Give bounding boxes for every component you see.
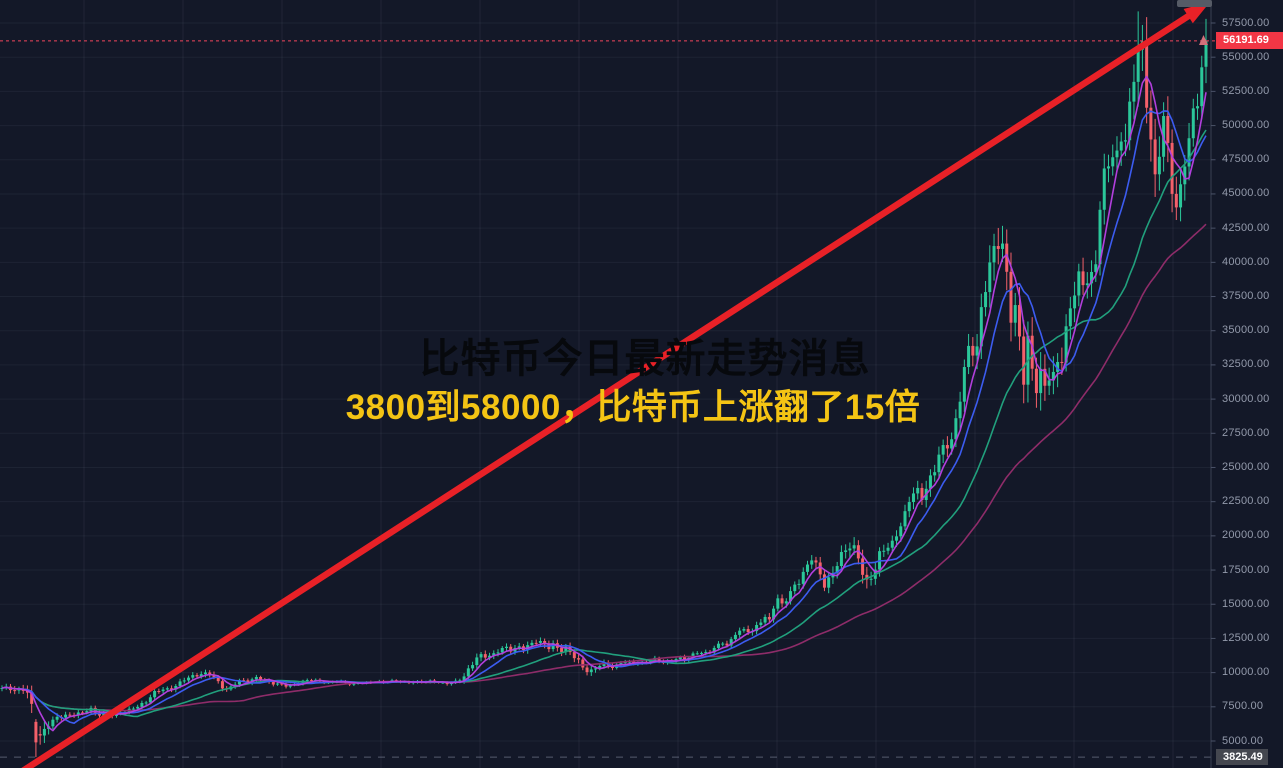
last-price-marker [1199,35,1208,45]
clipped-topright-badge [1177,0,1212,7]
y-axis-tick-label: 47500.00 [1222,153,1270,166]
y-axis-tick-label: 7500.00 [1222,700,1264,713]
last-price-label: 56191.69 [1216,32,1283,50]
y-axis-tick-label: 27500.00 [1222,426,1270,439]
ma-line-ma-slow [1,129,1207,718]
headline-subtitle: 3800到58000，比特币上涨翻了15倍 [345,388,921,427]
y-axis-tick-label: 17500.00 [1222,563,1270,576]
y-axis-tick-label: 15000.00 [1222,597,1270,610]
ma-line-ma-fast [1,75,1207,732]
y-axis-tick-label: 20000.00 [1222,529,1270,542]
headline-title: 比特币今日最新走势消息 [419,337,871,381]
y-axis-tick-label: 55000.00 [1222,50,1270,63]
y-axis-tick-label: 32500.00 [1222,358,1270,371]
y-axis-tick-label: 22500.00 [1222,495,1270,508]
y-axis-tick-label: 35000.00 [1222,324,1270,337]
ma-line-ma-xslow [1,223,1207,712]
y-axis-tick-label: 57500.00 [1222,16,1270,29]
price-axis-ticks [1210,0,1216,768]
y-axis-tick-label: 42500.00 [1222,221,1270,234]
y-axis-tick-label: 52500.00 [1222,84,1270,97]
y-axis-tick-label: 10000.00 [1222,666,1270,679]
trend-arrow [21,2,1210,768]
y-axis-tick-label: 50000.00 [1222,119,1270,132]
low-price-label: 3825.49 [1216,749,1268,766]
moving-average-lines [1,75,1207,732]
y-axis-tick-label: 25000.00 [1222,460,1270,473]
grid-lines [0,0,1211,768]
y-axis-tick-label: 45000.00 [1222,187,1270,200]
ma-line-ma-mid [1,110,1207,725]
y-axis-tick-label: 12500.00 [1222,631,1270,644]
y-axis-tick-label: 5000.00 [1222,734,1264,747]
price-axis[interactable]: 57500.00 55000.00 52500.00 50000.00 47500.00… [1211,0,1283,768]
y-axis-tick-label: 40000.00 [1222,255,1270,268]
y-axis-tick-label: 30000.00 [1222,392,1270,405]
y-axis-tick-label: 37500.00 [1222,290,1270,303]
